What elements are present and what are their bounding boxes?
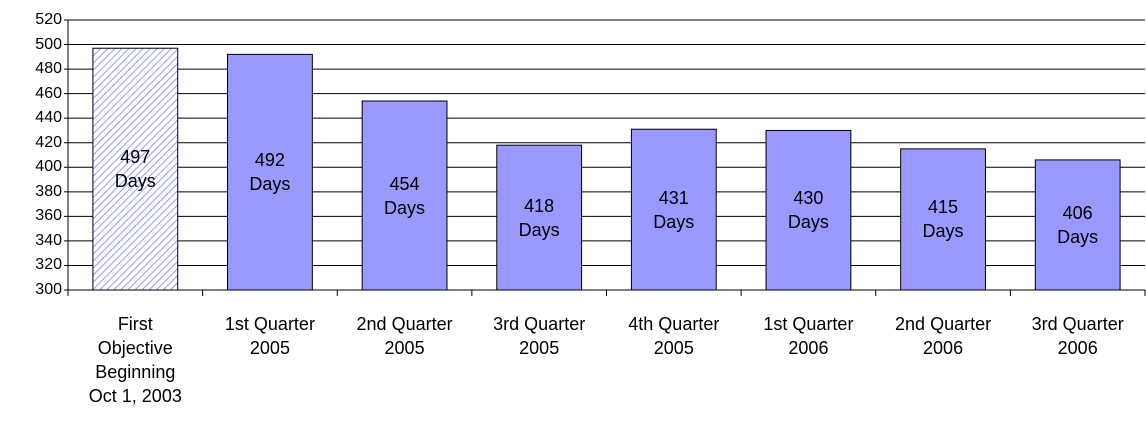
value-label: 431 Days bbox=[653, 187, 695, 232]
x-tick-label: 3rd Quarter 2006 bbox=[1031, 314, 1124, 358]
x-tick-label: 3rd Quarter 2005 bbox=[493, 314, 586, 358]
x-tick-label: 2nd Quarter 2005 bbox=[356, 314, 453, 358]
bar bbox=[227, 53, 313, 291]
value-label: 406 Days bbox=[1057, 202, 1099, 247]
x-tick-label: 2nd Quarter 2006 bbox=[895, 314, 992, 358]
y-tick-label: 400 bbox=[35, 158, 62, 176]
y-tick-label: 460 bbox=[35, 84, 62, 102]
y-tick-label: 340 bbox=[35, 231, 62, 249]
value-label: 492 Days bbox=[249, 150, 291, 195]
value-label: 415 Days bbox=[922, 197, 964, 242]
y-tick-label: 380 bbox=[35, 182, 62, 200]
y-tick-label: 440 bbox=[35, 109, 62, 127]
x-tick-label: First Objective Beginning Oct 1, 2003 bbox=[88, 314, 182, 406]
y-tick-label: 420 bbox=[35, 133, 62, 151]
bar bbox=[496, 144, 583, 291]
x-tick-label: 4th Quarter 2005 bbox=[628, 314, 720, 358]
y-tick-label: 320 bbox=[35, 256, 62, 274]
value-label: 454 Days bbox=[384, 173, 426, 218]
x-tick-label: 1st Quarter 2005 bbox=[224, 314, 315, 358]
y-tick-label: 360 bbox=[35, 207, 62, 225]
y-tick-label: 480 bbox=[35, 60, 62, 78]
y-tick-label: 520 bbox=[35, 11, 62, 28]
value-label: 497 Days bbox=[114, 147, 156, 192]
bar bbox=[900, 148, 986, 291]
value-label: 418 Days bbox=[518, 195, 560, 240]
y-tick-label: 500 bbox=[35, 35, 62, 53]
x-tick-label: 1st Quarter 2006 bbox=[763, 314, 854, 358]
value-label: 430 Days bbox=[787, 188, 829, 233]
bar bbox=[92, 47, 179, 291]
bar bbox=[630, 128, 717, 291]
bar bbox=[765, 129, 852, 291]
y-tick-label: 300 bbox=[35, 281, 62, 298]
bar bbox=[1034, 159, 1121, 291]
